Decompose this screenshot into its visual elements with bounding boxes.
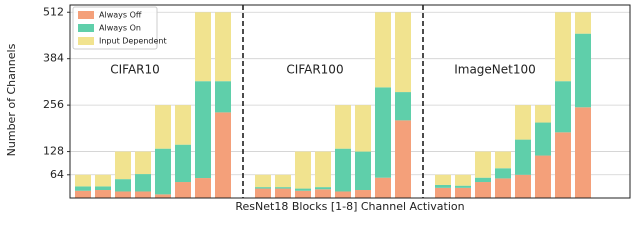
bar-segment bbox=[115, 179, 131, 192]
bar-segment bbox=[575, 107, 591, 198]
bar-segment bbox=[75, 190, 91, 198]
legend-swatch bbox=[78, 37, 94, 45]
group-label: CIFAR10 bbox=[110, 63, 160, 77]
chart: Number of Channels ResNet18 Blocks [1-8]… bbox=[5, 4, 631, 213]
bar-segment bbox=[295, 188, 311, 191]
bar-segment bbox=[255, 174, 271, 188]
bar-segment bbox=[475, 177, 491, 183]
bar-segment bbox=[495, 151, 511, 169]
bar-segment bbox=[335, 148, 351, 192]
bar-segment bbox=[295, 190, 311, 198]
bar-segment bbox=[515, 174, 531, 198]
bar-segment bbox=[215, 81, 231, 113]
bar-segment bbox=[175, 105, 191, 145]
bar-segment bbox=[455, 187, 471, 198]
bar-segment bbox=[335, 191, 351, 198]
bar-segment bbox=[175, 182, 191, 198]
bar-segment bbox=[355, 190, 371, 198]
bar-segment bbox=[555, 12, 571, 82]
bar-segment bbox=[495, 168, 511, 179]
y-tick-label: 256 bbox=[43, 98, 64, 111]
bar-segment bbox=[515, 105, 531, 140]
group-label: ImageNet100 bbox=[454, 63, 536, 77]
legend-swatch bbox=[78, 11, 94, 19]
y-tick-label: 64 bbox=[50, 168, 64, 181]
bar-segment bbox=[335, 105, 351, 149]
bar-segment bbox=[155, 105, 171, 149]
y-tick-label: 512 bbox=[43, 5, 64, 18]
y-tick-label: 384 bbox=[43, 52, 64, 65]
bar-segment bbox=[95, 190, 111, 198]
group-label: CIFAR100 bbox=[286, 63, 343, 77]
bar-segment bbox=[255, 188, 271, 198]
bar-segment bbox=[515, 139, 531, 175]
bar-segment bbox=[355, 151, 371, 191]
bar-segment bbox=[275, 187, 291, 189]
bar-segment bbox=[575, 12, 591, 34]
bar-segment bbox=[455, 174, 471, 186]
bar-segment bbox=[535, 122, 551, 156]
bar-segment bbox=[535, 155, 551, 198]
y-tick-label: 128 bbox=[43, 145, 64, 158]
bar-segment bbox=[215, 12, 231, 82]
bar-segment bbox=[195, 12, 211, 82]
y-axis-label: Number of Channels bbox=[5, 43, 18, 156]
bar-segment bbox=[95, 186, 111, 191]
bar-segment bbox=[95, 174, 111, 187]
bar-segment bbox=[275, 174, 291, 188]
bar-segment bbox=[175, 144, 191, 183]
bar-segment bbox=[115, 191, 131, 198]
legend-swatch bbox=[78, 24, 94, 32]
bar-segment bbox=[255, 187, 271, 189]
bar-segment bbox=[395, 12, 411, 93]
bar-segment bbox=[315, 151, 331, 188]
bar-segment bbox=[135, 151, 151, 175]
plot-frame bbox=[69, 4, 631, 199]
bar-segment bbox=[555, 132, 571, 198]
legend-label: Always On bbox=[99, 24, 141, 33]
bar-segment bbox=[395, 120, 411, 198]
bar-segment bbox=[475, 151, 491, 178]
bar-segment bbox=[215, 112, 231, 198]
bar-segment bbox=[195, 81, 211, 179]
bar-segment bbox=[135, 191, 151, 198]
x-axis-label: ResNet18 Blocks [1-8] Channel Activation bbox=[235, 200, 464, 213]
bar-segment bbox=[135, 174, 151, 192]
bar-segment bbox=[555, 81, 571, 133]
bar-segment bbox=[155, 148, 171, 195]
bar-segment bbox=[395, 92, 411, 121]
bar-segment bbox=[115, 151, 131, 180]
bar-segment bbox=[315, 189, 331, 198]
bar-segment bbox=[315, 187, 331, 190]
bar-segment bbox=[275, 188, 291, 198]
bar-segment bbox=[355, 105, 371, 152]
bar-segment bbox=[155, 194, 171, 198]
legend-label: Always Off bbox=[99, 11, 142, 20]
bar-segment bbox=[375, 12, 391, 88]
bar-segment bbox=[75, 186, 91, 191]
bar-segment bbox=[535, 105, 551, 123]
bar-segment bbox=[75, 174, 91, 187]
bar-segment bbox=[495, 178, 511, 198]
bar-segment bbox=[375, 87, 391, 178]
bar-segment bbox=[475, 182, 491, 198]
bar-segment bbox=[435, 174, 451, 185]
legend-label: Input Dependent bbox=[99, 37, 167, 46]
bar-segment bbox=[575, 33, 591, 108]
bar-segment bbox=[195, 178, 211, 198]
bar-segment bbox=[375, 177, 391, 198]
bar-segment bbox=[435, 187, 451, 198]
bar-segment bbox=[295, 151, 311, 189]
bar-segment bbox=[435, 184, 451, 188]
bar-segment bbox=[455, 185, 471, 188]
